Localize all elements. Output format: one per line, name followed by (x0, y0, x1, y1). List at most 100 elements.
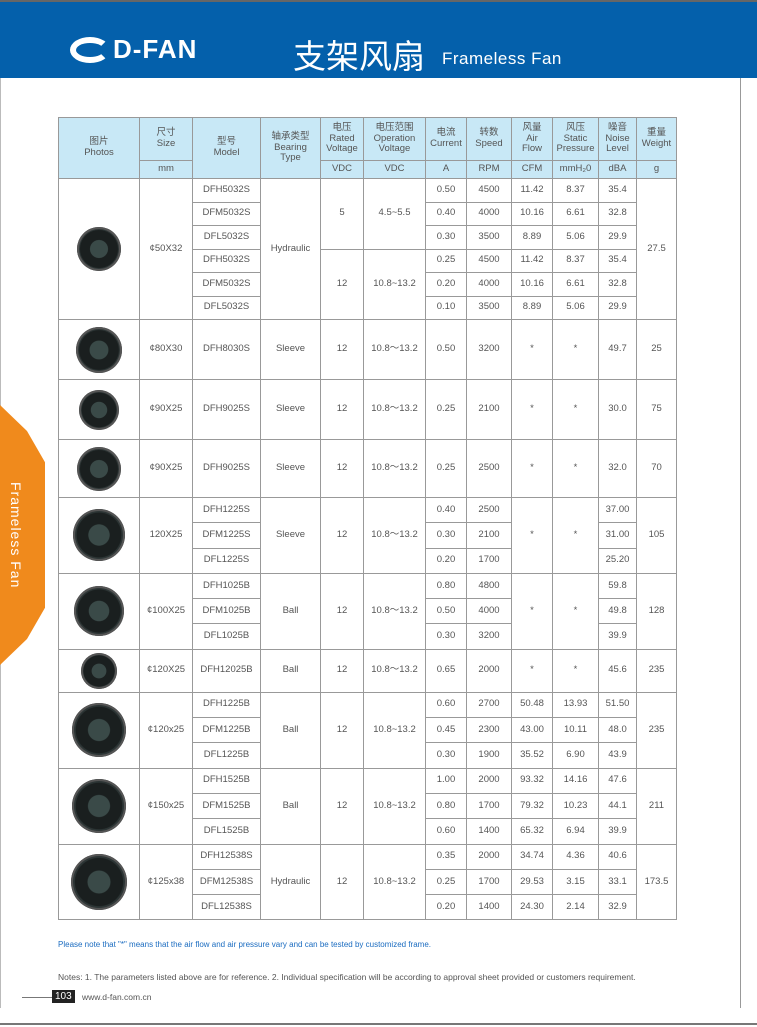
speed-cell: 2100 (466, 522, 512, 549)
model-cell: DFM1225B (192, 717, 261, 744)
blower-fan-100-icon (74, 586, 124, 637)
brand-logo: D-FAN (70, 34, 197, 65)
noise-cell: 47.6 (598, 767, 637, 794)
speed-cell: 4800 (466, 572, 512, 600)
airflow-cell: * (511, 379, 553, 440)
table-row: DFM5032S 0.20 4000 10.16 6.61 32.8 (59, 272, 677, 297)
pressure-cell: 6.94 (552, 818, 599, 845)
model-cell: DFH9025S (192, 379, 261, 440)
weight-cell: 235 (636, 691, 677, 769)
rated-voltage-cell: 5 (320, 178, 364, 250)
model-cell: DFL5032S (192, 295, 261, 320)
spec-table: 图片 Photos 尺寸 Size 型号 Model 轴承类型 Bearing … (58, 117, 677, 921)
airflow-cell: 35.52 (511, 742, 553, 769)
header-speed: 转数 Speed (466, 117, 512, 161)
size-cell: ¢120X25 (139, 648, 193, 693)
pressure-cell: * (552, 439, 599, 498)
airflow-cell: * (511, 648, 553, 693)
blower-fan-50-icon (77, 227, 121, 271)
weight-cell: 25 (636, 319, 677, 380)
model-cell: DFH5032S (192, 248, 261, 273)
current-cell: 0.30 (425, 225, 467, 250)
bearing-cell: Ball (260, 767, 321, 845)
model-cell: DFH9025S (192, 439, 261, 498)
header-photos: 图片 Photos (58, 117, 140, 179)
speed-cell: 2000 (466, 843, 512, 870)
pressure-cell: * (552, 379, 599, 440)
current-cell: 0.40 (425, 496, 467, 524)
blower-fan-90-icon (77, 446, 121, 491)
model-cell: DFM1225S (192, 522, 261, 549)
airflow-cell: 10.16 (511, 272, 553, 297)
table-row: DFL1525B 0.60 1400 65.32 6.94 39.9 (59, 818, 677, 845)
header-noise: 噪音 Noise Level (598, 117, 637, 161)
current-cell: 0.50 (425, 178, 467, 203)
weight-cell: 70 (636, 439, 677, 498)
speed-cell: 1700 (466, 868, 512, 896)
pressure-cell: * (552, 572, 599, 650)
current-cell: 0.60 (425, 691, 467, 719)
photo-cell (58, 178, 140, 320)
airflow-cell: 43.00 (511, 717, 553, 744)
operation-voltage-cell: 10.8~13.2 (363, 843, 426, 921)
current-cell: 0.45 (425, 717, 467, 744)
rated-voltage-cell: 12 (320, 497, 364, 574)
rated-voltage-cell: 12 (320, 691, 364, 769)
model-cell: DFL1025B (192, 623, 261, 650)
table-row: DFM1525B 0.80 1700 79.32 10.23 44.1 (59, 792, 677, 820)
speed-cell: 1700 (466, 547, 512, 574)
noise-cell: 35.4 (598, 178, 637, 203)
weight-cell: 105 (636, 497, 677, 574)
noise-cell: 45.6 (598, 648, 637, 693)
side-tab-label: Frameless Fan (8, 482, 24, 589)
operation-voltage-cell: 10.8～13.2 (363, 439, 426, 498)
size-cell: ¢90X25 (139, 439, 193, 498)
speed-cell: 4500 (466, 248, 512, 273)
table-row: DFL1025B 0.30 3200 39.9 (59, 623, 677, 650)
table-row: DFL5032S 0.10 3500 8.89 5.06 29.9 (59, 295, 677, 320)
logo-swoosh-icon (70, 36, 110, 63)
pressure-cell: 6.61 (552, 201, 599, 226)
model-cell: DFH12025B (192, 648, 261, 693)
speed-cell: 3500 (466, 225, 512, 250)
header-model: 型号 Model (192, 117, 261, 179)
page-border-right (740, 78, 741, 1008)
model-cell: DFM5032S (192, 272, 261, 297)
model-cell: DFL12538S (192, 894, 261, 921)
operation-voltage-cell: 10.8～13.2 (363, 379, 426, 440)
axial-fan-90-icon (79, 389, 119, 430)
current-cell: 0.20 (425, 894, 467, 921)
size-cell: ¢50X32 (139, 178, 193, 320)
current-cell: 0.50 (425, 319, 467, 380)
pressure-cell: 3.15 (552, 868, 599, 896)
airflow-cell: 10.16 (511, 201, 553, 226)
pressure-cell: * (552, 648, 599, 693)
website-link[interactable]: www.d-fan.com.cn (82, 992, 152, 1002)
airflow-cell: * (511, 497, 553, 574)
rated-voltage-cell: 12 (320, 767, 364, 845)
noise-cell: 32.8 (598, 272, 637, 297)
weight-cell: 235 (636, 648, 677, 693)
weight-cell: 128 (636, 572, 677, 650)
photo-cell (58, 648, 140, 693)
speed-cell: 2300 (466, 717, 512, 744)
operation-voltage-cell: 10.8～13.2 (363, 497, 426, 574)
speed-cell: 1400 (466, 818, 512, 845)
operation-voltage-cell: 4.5~5.5 (363, 178, 426, 250)
bearing-cell: Sleeve (260, 439, 321, 498)
pressure-cell: 8.37 (552, 248, 599, 273)
unit-noise: dBA (598, 160, 637, 179)
header-bearing: 轴承类型 Bearing Type (260, 117, 321, 179)
model-cell: DFH1225S (192, 496, 261, 524)
operation-voltage-cell: 10.8～13.2 (363, 648, 426, 693)
page-title-cn: 支架风扇 (293, 37, 425, 76)
airflow-cell: * (511, 319, 553, 380)
table-row: DFL1225S 0.20 1700 25.20 (59, 547, 677, 574)
table-row: DFM5032S 0.40 4000 10.16 6.61 32.8 (59, 201, 677, 226)
noise-cell: 40.6 (598, 843, 637, 870)
page-title-en: Frameless Fan (442, 49, 562, 68)
pressure-cell: 14.16 (552, 767, 599, 794)
rated-voltage-cell: 12 (320, 648, 364, 693)
current-cell: 1.00 (425, 767, 467, 794)
current-cell: 0.60 (425, 818, 467, 845)
